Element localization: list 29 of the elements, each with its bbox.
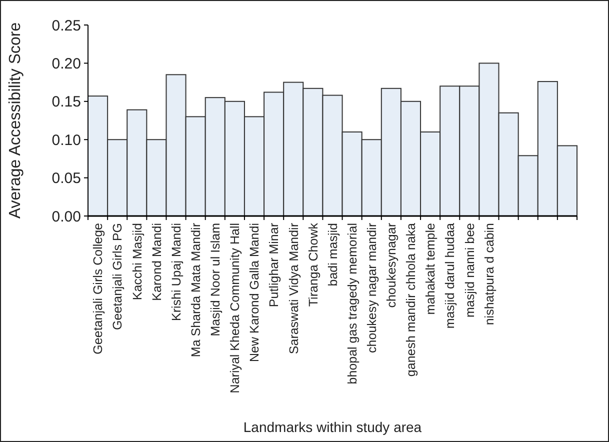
x-tick-label: ganesh mandir chhola naka xyxy=(404,222,418,377)
x-tick-label: nishatpura d cabin xyxy=(482,222,496,326)
y-tick-label: 0.05 xyxy=(52,170,81,188)
x-tick-label: mahakalt temple xyxy=(424,222,438,315)
y-tick-label: 0.00 xyxy=(52,208,81,226)
x-tick-label: New Karond Galla Mandi xyxy=(248,223,262,362)
x-axis-title: Landmarks within study area xyxy=(243,419,422,435)
x-tick-label: masjid darul hudaa xyxy=(443,222,458,329)
y-tick-label: 0.10 xyxy=(52,132,81,149)
x-tick-label: choukesy nagar mandir xyxy=(364,223,379,353)
x-tick-label: masjid nanni bee xyxy=(462,222,477,318)
x-tick-label: Kacchi Masjid xyxy=(130,222,144,300)
x-tick-label: Tiranga Chowk xyxy=(306,222,320,307)
x-tick-label: Ma Sharda Mata Mandir xyxy=(188,223,203,358)
y-tick-label: 0.25 xyxy=(52,17,81,34)
x-tick-label: Saraswati Vidya Mandir xyxy=(286,223,301,354)
y-axis-title: Average Accessibility Score xyxy=(7,22,24,219)
y-tick-label: 0.15 xyxy=(52,94,81,111)
x-tick-label: Nariyal Kheda Community Hall xyxy=(228,223,242,394)
x-tick-label: bhopal gas tragedy memorial xyxy=(345,223,360,384)
x-tick-label: Krishi Upaj Mandi xyxy=(169,223,184,321)
x-tick-label: Putlighar Minar xyxy=(267,223,282,308)
x-tick-label: choukesynagar xyxy=(384,223,399,308)
x-tick-label: Geetanjali Girls College xyxy=(91,222,106,354)
x-tick-label: Karond Mandi xyxy=(150,223,164,301)
x-tick-label: Masjid Noor ul Islam xyxy=(208,223,223,336)
y-tick-label: 0.20 xyxy=(52,55,81,72)
x-tick-label: badi masjid xyxy=(326,222,340,286)
x-tick-label: Geetanjali Girls PG xyxy=(110,223,125,330)
